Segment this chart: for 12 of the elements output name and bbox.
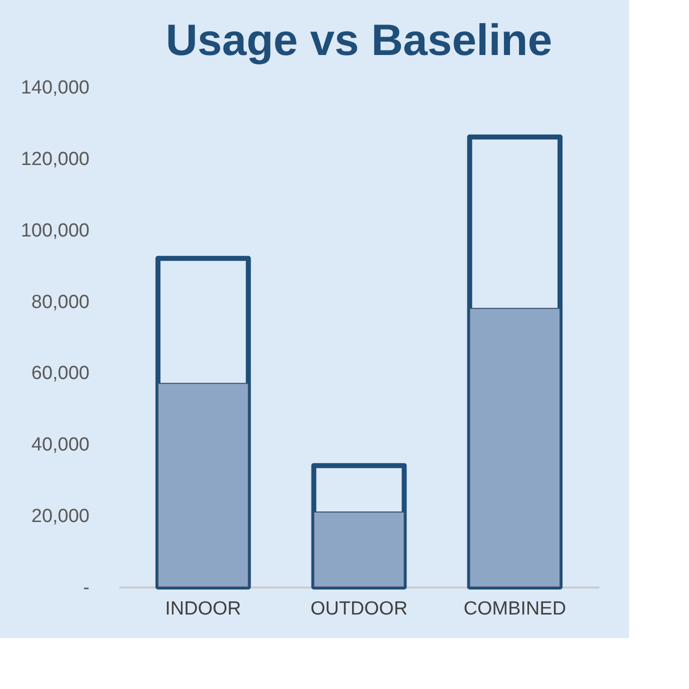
y-tick-label: 80,000: [31, 292, 90, 313]
y-tick-label: 120,000: [20, 148, 90, 170]
y-tick-label: 40,000: [31, 434, 90, 456]
x-tick-label: OUTDOOR: [310, 598, 408, 620]
y-tick-label: 60,000: [31, 363, 90, 384]
y-tick-label: -: [83, 578, 90, 598]
y-tick-label: 140,000: [20, 78, 90, 98]
y-tick-label: 100,000: [20, 220, 90, 242]
x-tick-label: COMBINED: [464, 598, 566, 620]
x-tick-label: INDOOR: [165, 598, 242, 620]
y-tick-label: 20,000: [31, 506, 90, 528]
chart-title: Usage vs Baseline: [166, 16, 552, 65]
